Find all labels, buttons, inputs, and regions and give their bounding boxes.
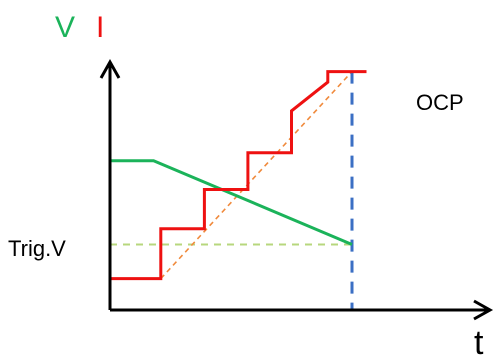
ocp-label: OCP <box>416 90 464 115</box>
trig-v-label: Trig.V <box>8 236 66 261</box>
x-axis-arrow-icon <box>473 299 494 321</box>
i-axis-label: I <box>96 11 104 44</box>
voltage-line <box>110 159 353 246</box>
v-axis-label: V <box>55 11 75 44</box>
y-axis-arrow-icon <box>99 58 121 79</box>
current-trend-line <box>160 71 353 280</box>
t-axis-label: t <box>474 324 484 358</box>
current-step-line <box>110 70 367 281</box>
axes <box>99 58 494 321</box>
plot-area <box>110 70 367 310</box>
